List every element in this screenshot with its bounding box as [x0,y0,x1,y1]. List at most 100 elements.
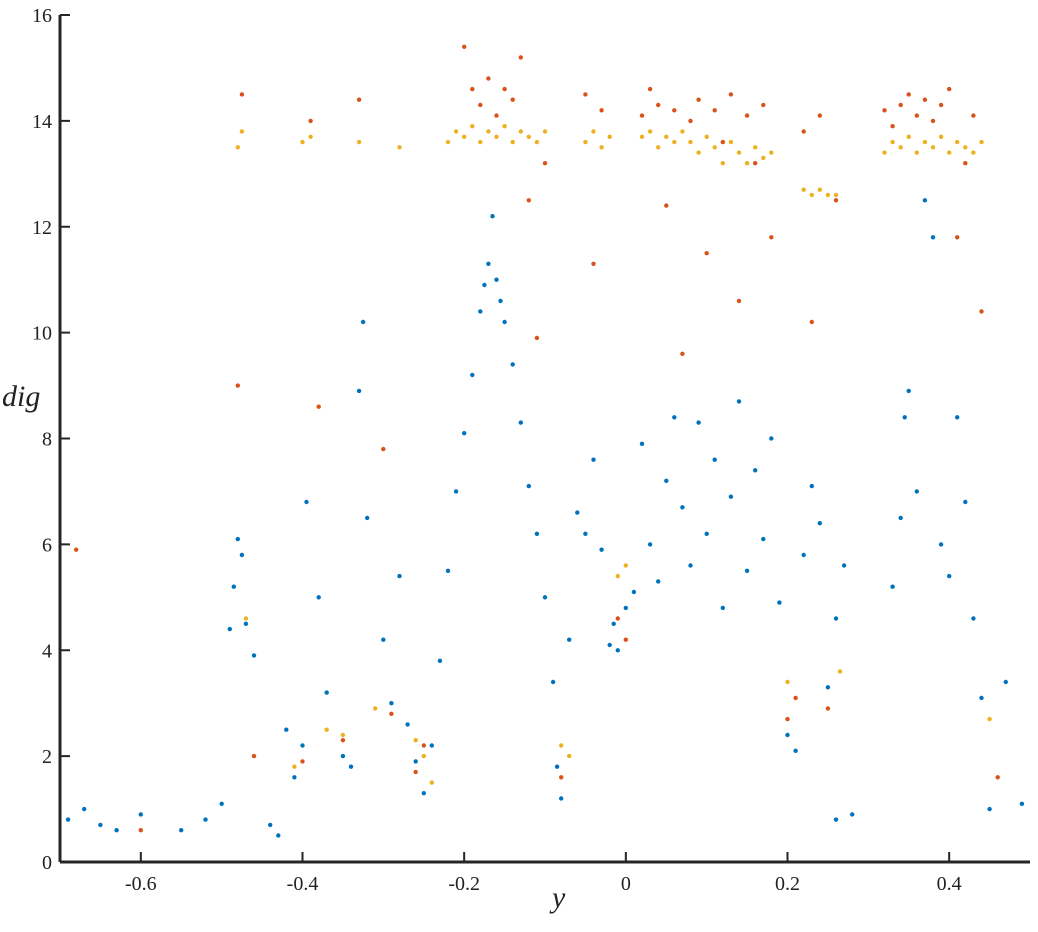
data-point [308,134,313,139]
data-point [445,139,451,145]
data-point [559,775,564,780]
data-point [583,531,588,536]
data-point [898,145,903,150]
data-point [947,86,952,92]
data-point [453,489,459,494]
data-point [914,489,919,494]
data-point [696,420,701,425]
data-point [502,86,507,92]
data-point [833,198,839,203]
data-point [413,759,418,764]
data-point [922,97,928,102]
data-point [922,198,928,203]
data-point [639,441,645,446]
data-point [761,102,766,108]
y-tick-label: 4 [42,640,52,662]
data-point [696,150,701,155]
data-point [316,595,321,600]
data-point [251,753,257,759]
data-point [360,319,366,325]
data-point [231,584,236,589]
data-point [704,251,709,256]
data-point [728,139,734,145]
data-point [559,743,564,748]
data-point [300,759,305,764]
data-point [761,155,766,161]
data-point [906,388,911,394]
data-point [769,235,774,240]
data-point [243,621,249,626]
data-point [478,139,483,145]
data-point [987,806,992,812]
data-point [429,743,434,748]
data-point [680,351,685,356]
data-point [567,637,572,642]
x-tick-label: -0.4 [287,873,319,895]
data-point [817,113,822,118]
data-point [179,828,184,833]
data-point [348,764,354,769]
data-point [680,505,685,510]
data-point [324,690,329,695]
data-point [631,589,637,595]
data-point [833,817,839,822]
data-point [611,621,616,626]
data-point [688,563,693,568]
data-point [542,595,548,600]
data-point [486,261,491,266]
data-point [498,298,503,304]
data-point [251,653,257,658]
data-point [413,769,418,775]
data-point [340,753,346,759]
data-point [987,716,992,722]
data-point [365,515,370,521]
data-point [938,102,944,108]
data-point [890,139,895,145]
data-point [502,319,507,325]
data-point [421,743,426,748]
data-point [720,605,725,611]
data-point [753,468,758,473]
data-point [906,92,911,97]
data-point [300,743,305,748]
data-point [971,150,976,155]
data-point [239,552,245,558]
data-point [898,515,903,521]
data-point [623,605,628,611]
data-point [437,658,443,663]
data-point [470,86,475,92]
data-point [494,277,499,282]
data-point [607,134,612,139]
data-point [809,483,814,489]
data-point [971,616,976,621]
data-point [510,97,515,102]
data-point [559,796,564,801]
data-point [647,129,653,134]
data-point [526,483,531,489]
data-point [591,457,596,462]
data-point [801,552,806,558]
data-point [736,150,742,155]
data-point [494,113,499,118]
data-point [801,187,806,192]
data-point [243,616,249,621]
data-point [615,616,620,621]
data-point [526,134,531,139]
data-point [736,399,742,404]
data-point [381,637,386,642]
data-point [817,187,822,192]
data-point [227,626,232,632]
data-point [494,134,499,139]
series-2 [235,124,992,785]
data-point [389,711,394,716]
data-point [955,139,960,145]
data-point [664,203,669,208]
data-point [518,420,523,425]
data-point [769,436,774,441]
data-point [825,706,831,711]
data-point [502,124,507,129]
data-point [98,822,103,828]
data-point [486,129,491,134]
data-point [554,764,560,769]
data-point [785,679,790,685]
